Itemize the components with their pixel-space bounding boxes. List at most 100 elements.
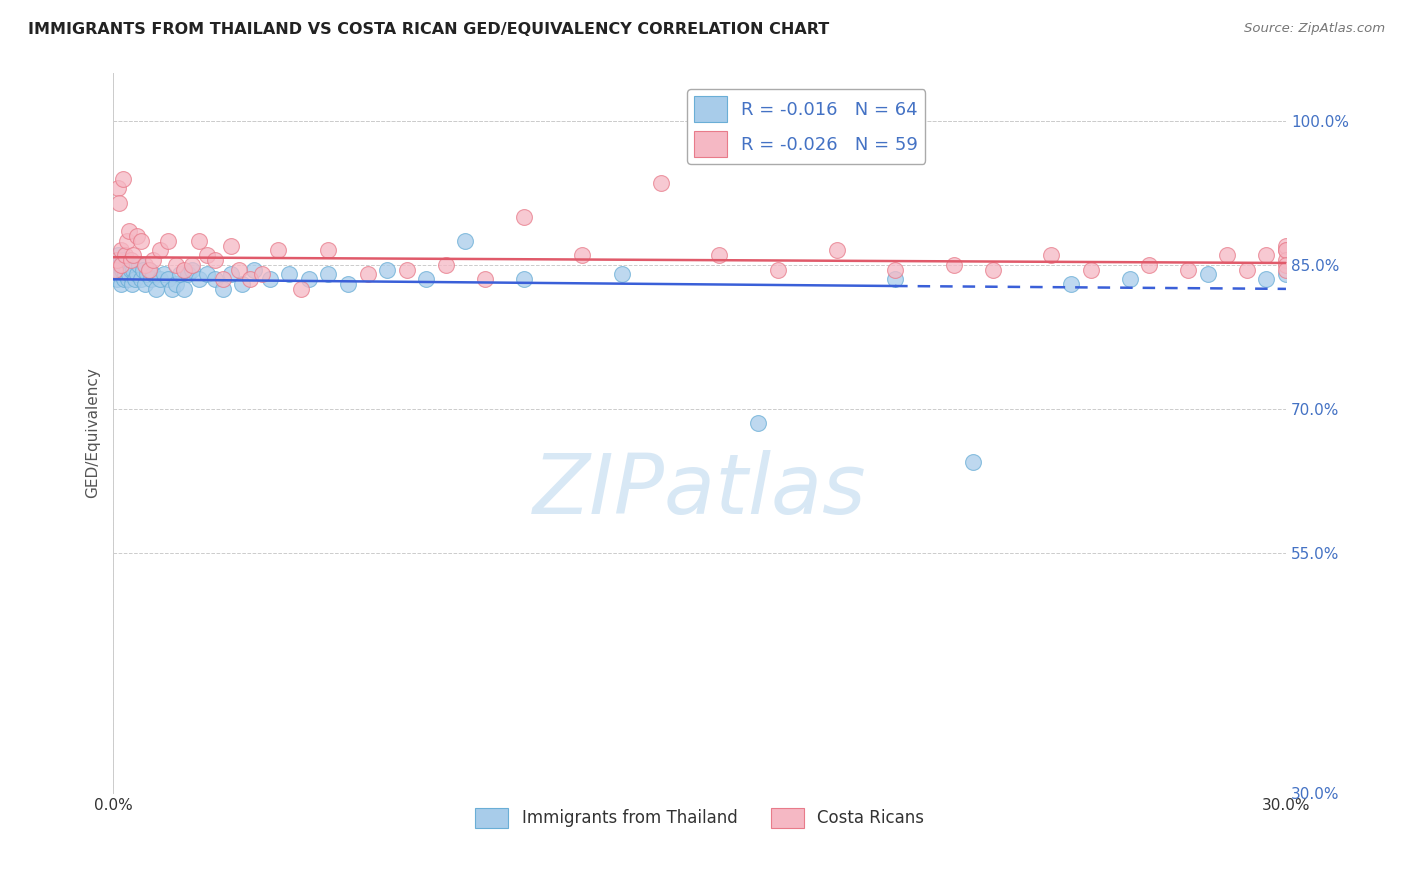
Point	[395, 262, 418, 277]
Text: IMMIGRANTS FROM THAILAND VS COSTA RICAN GED/EQUIVALENCY CORRELATION CHART: IMMIGRANTS FROM THAILAND VS COSTA RICAN …	[28, 22, 830, 37]
Point	[165, 277, 187, 291]
Point	[110, 244, 132, 258]
Point	[124, 272, 146, 286]
Point	[610, 268, 633, 282]
Point	[142, 253, 165, 268]
Point	[125, 229, 148, 244]
Point	[1216, 248, 1239, 262]
Point	[165, 258, 187, 272]
Point	[1256, 248, 1278, 262]
Point	[962, 454, 984, 468]
Point	[747, 416, 769, 430]
Point	[114, 268, 136, 282]
Point	[121, 277, 143, 291]
Point	[115, 234, 138, 248]
Point	[132, 262, 155, 277]
Point	[1236, 262, 1258, 277]
Point	[454, 234, 477, 248]
Point	[149, 272, 172, 286]
Point	[219, 268, 242, 282]
Point	[415, 272, 437, 286]
Point	[110, 258, 132, 272]
Text: Source: ZipAtlas.com: Source: ZipAtlas.com	[1244, 22, 1385, 36]
Point	[120, 262, 142, 277]
Point	[474, 272, 496, 286]
Point	[129, 272, 152, 286]
Point	[1137, 258, 1160, 272]
Point	[212, 282, 235, 296]
Point	[122, 262, 145, 277]
Point	[1275, 244, 1298, 258]
Point	[219, 238, 242, 252]
Point	[160, 282, 183, 296]
Point	[117, 272, 139, 286]
Point	[105, 258, 128, 272]
Point	[114, 248, 136, 262]
Point	[114, 272, 136, 286]
Point	[107, 253, 129, 268]
Point	[204, 253, 226, 268]
Point	[118, 268, 141, 282]
Point	[1177, 262, 1199, 277]
Y-axis label: GED/Equivalency: GED/Equivalency	[86, 368, 100, 499]
Point	[118, 224, 141, 238]
Point	[104, 262, 127, 277]
Point	[180, 258, 202, 272]
Legend: Immigrants from Thailand, Costa Ricans: Immigrants from Thailand, Costa Ricans	[468, 801, 931, 835]
Point	[1118, 272, 1140, 286]
Point	[709, 248, 731, 262]
Point	[115, 258, 138, 272]
Point	[112, 253, 135, 268]
Point	[1275, 238, 1298, 252]
Point	[173, 282, 195, 296]
Point	[1256, 272, 1278, 286]
Point	[134, 277, 156, 291]
Point	[169, 268, 191, 282]
Point	[231, 277, 253, 291]
Point	[108, 195, 131, 210]
Point	[195, 268, 218, 282]
Point	[884, 272, 907, 286]
Point	[318, 268, 340, 282]
Point	[1197, 268, 1219, 282]
Point	[104, 262, 127, 277]
Point	[108, 268, 131, 282]
Point	[125, 268, 148, 282]
Point	[107, 272, 129, 286]
Point	[942, 258, 965, 272]
Point	[107, 181, 129, 195]
Point	[122, 248, 145, 262]
Text: ZIPatlas: ZIPatlas	[533, 450, 866, 531]
Point	[195, 248, 218, 262]
Point	[356, 268, 378, 282]
Point	[134, 258, 156, 272]
Point	[1040, 248, 1063, 262]
Point	[110, 277, 132, 291]
Point	[177, 268, 200, 282]
Point	[375, 262, 398, 277]
Point	[188, 234, 211, 248]
Point	[1275, 262, 1298, 277]
Point	[1275, 268, 1298, 282]
Point	[129, 234, 152, 248]
Point	[142, 268, 165, 282]
Point	[157, 272, 180, 286]
Point	[107, 248, 129, 262]
Point	[1275, 244, 1298, 258]
Point	[981, 262, 1004, 277]
Point	[298, 272, 321, 286]
Point	[149, 244, 172, 258]
Point	[157, 234, 180, 248]
Point	[138, 262, 160, 277]
Point	[153, 268, 176, 282]
Point	[259, 272, 281, 286]
Point	[128, 258, 150, 272]
Point	[173, 262, 195, 277]
Point	[239, 272, 262, 286]
Point	[266, 244, 288, 258]
Point	[318, 244, 340, 258]
Point	[212, 272, 235, 286]
Point	[110, 253, 132, 268]
Point	[884, 262, 907, 277]
Point	[278, 268, 301, 282]
